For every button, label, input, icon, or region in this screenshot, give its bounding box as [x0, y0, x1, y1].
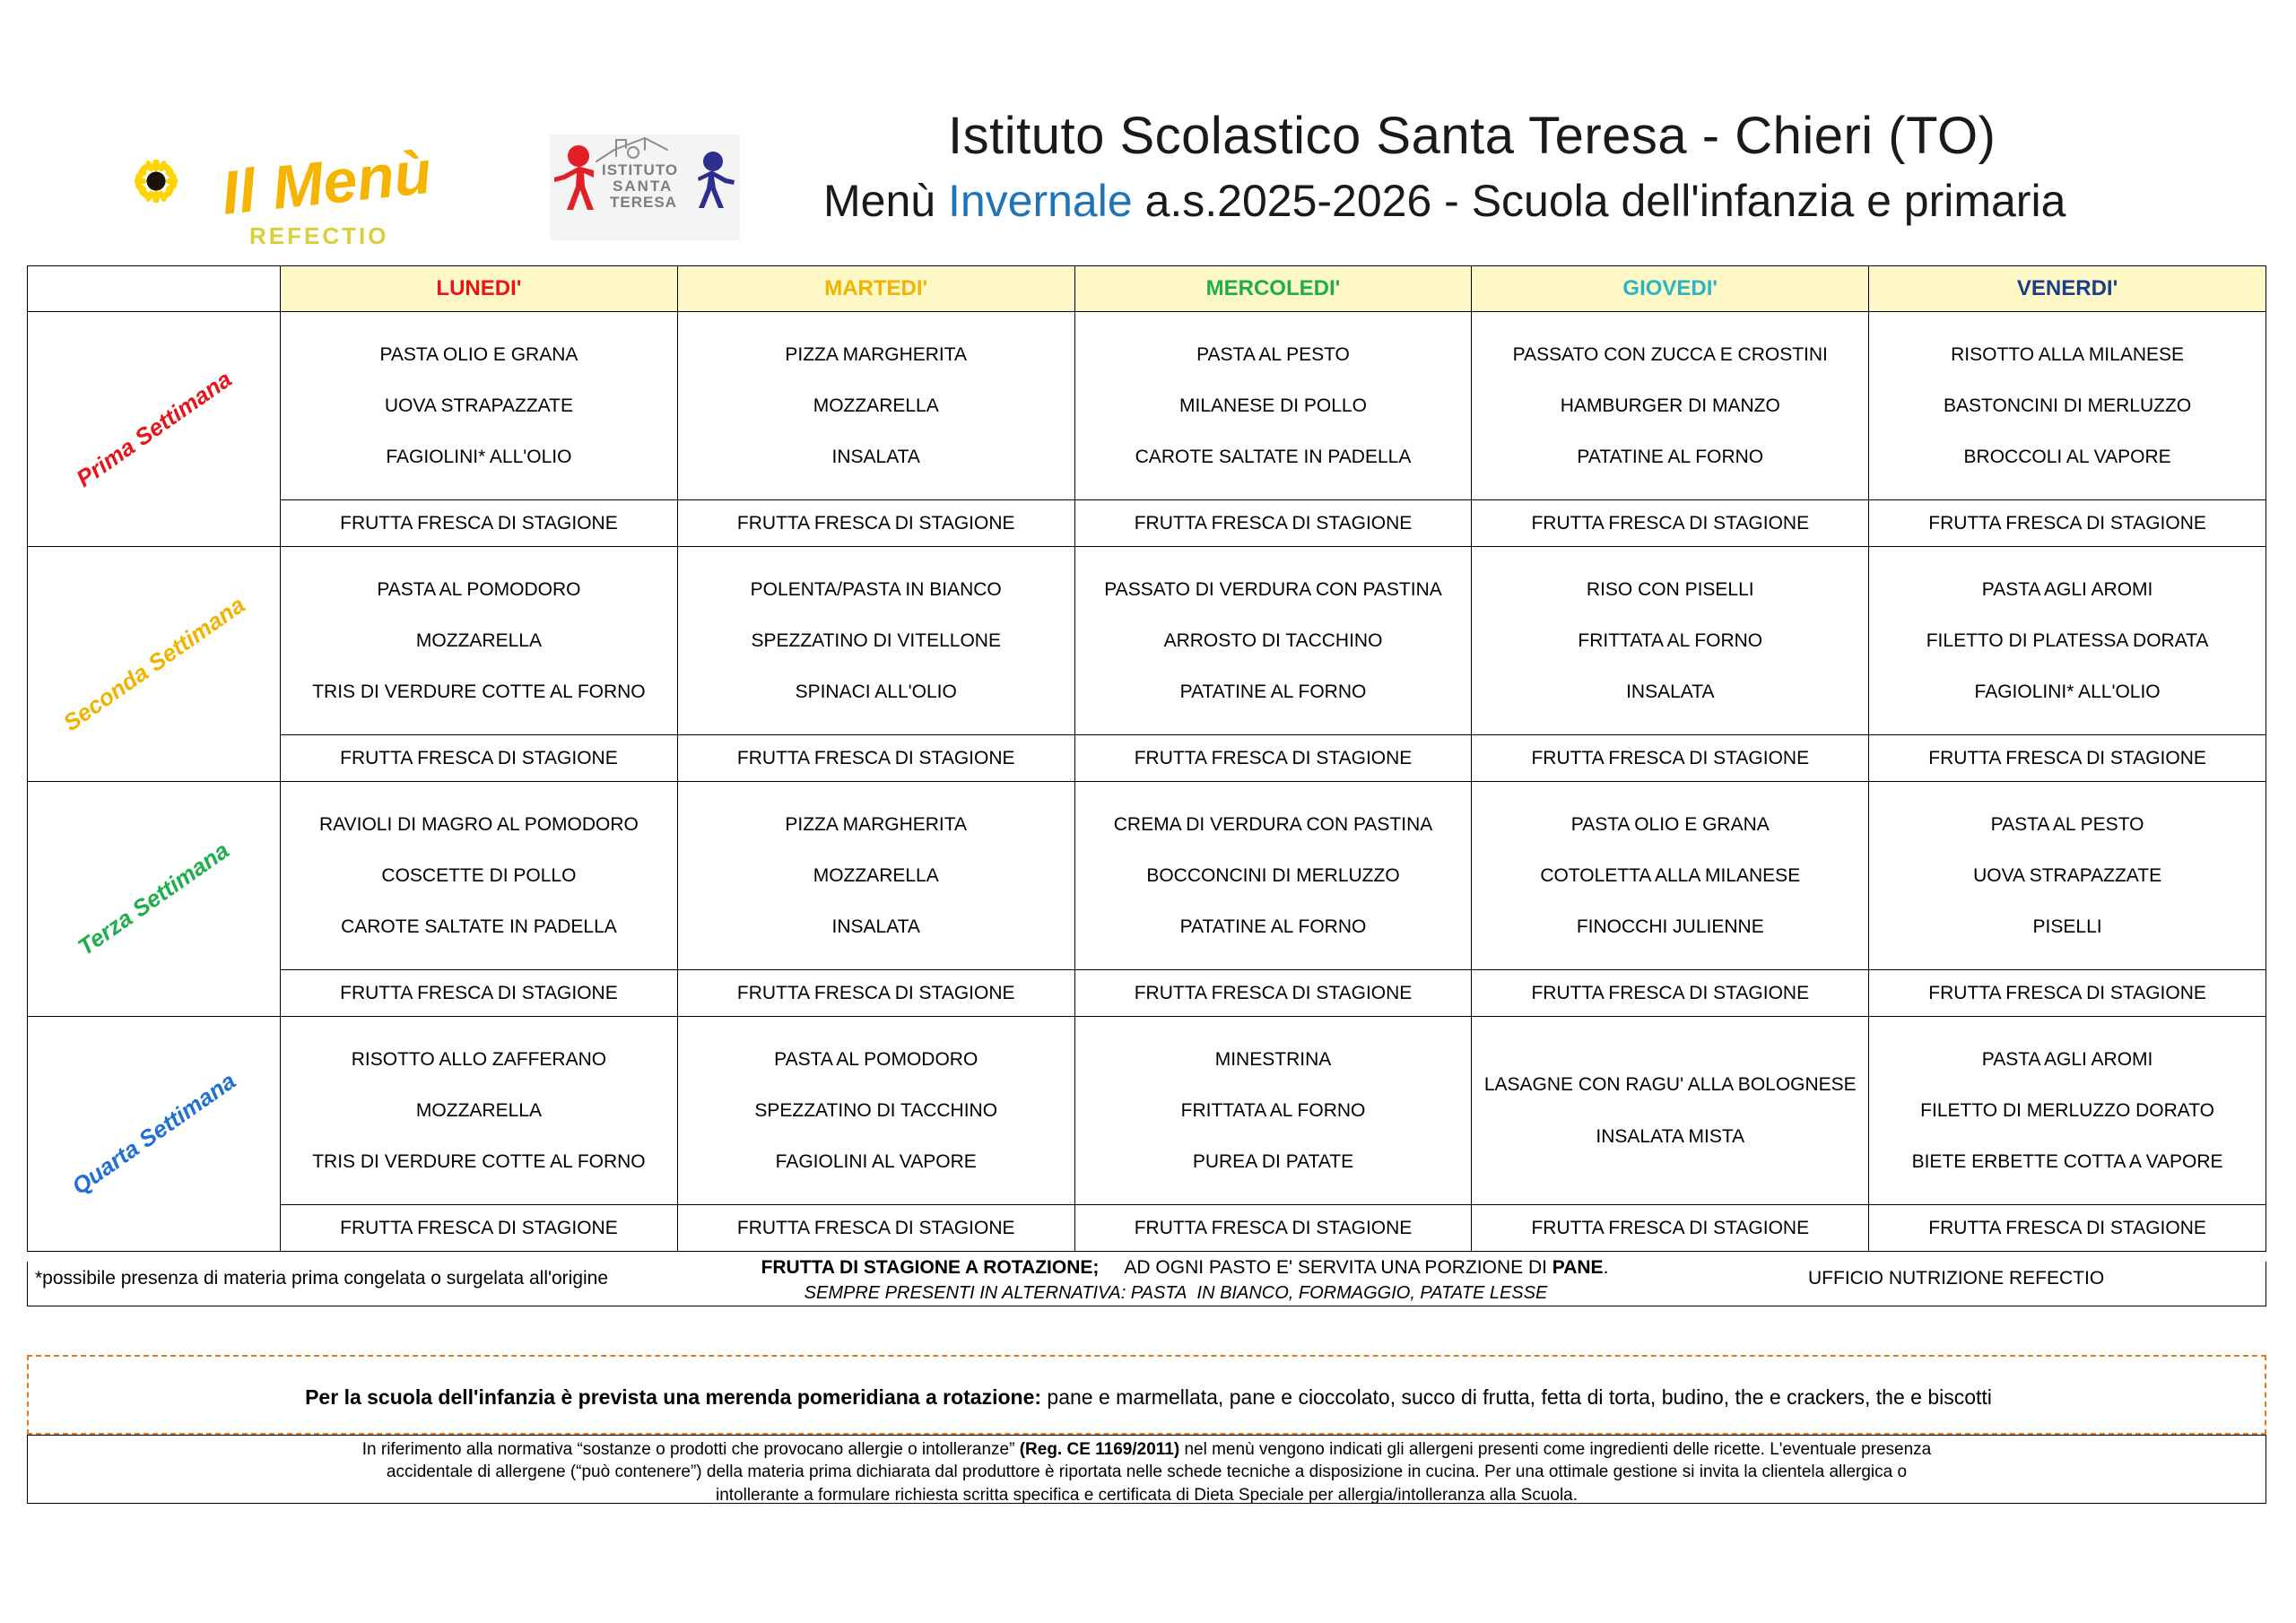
- svg-text:TERESA: TERESA: [610, 194, 677, 211]
- svg-text:ISTITUTO: ISTITUTO: [602, 161, 678, 178]
- svg-text:SANTA: SANTA: [613, 178, 673, 195]
